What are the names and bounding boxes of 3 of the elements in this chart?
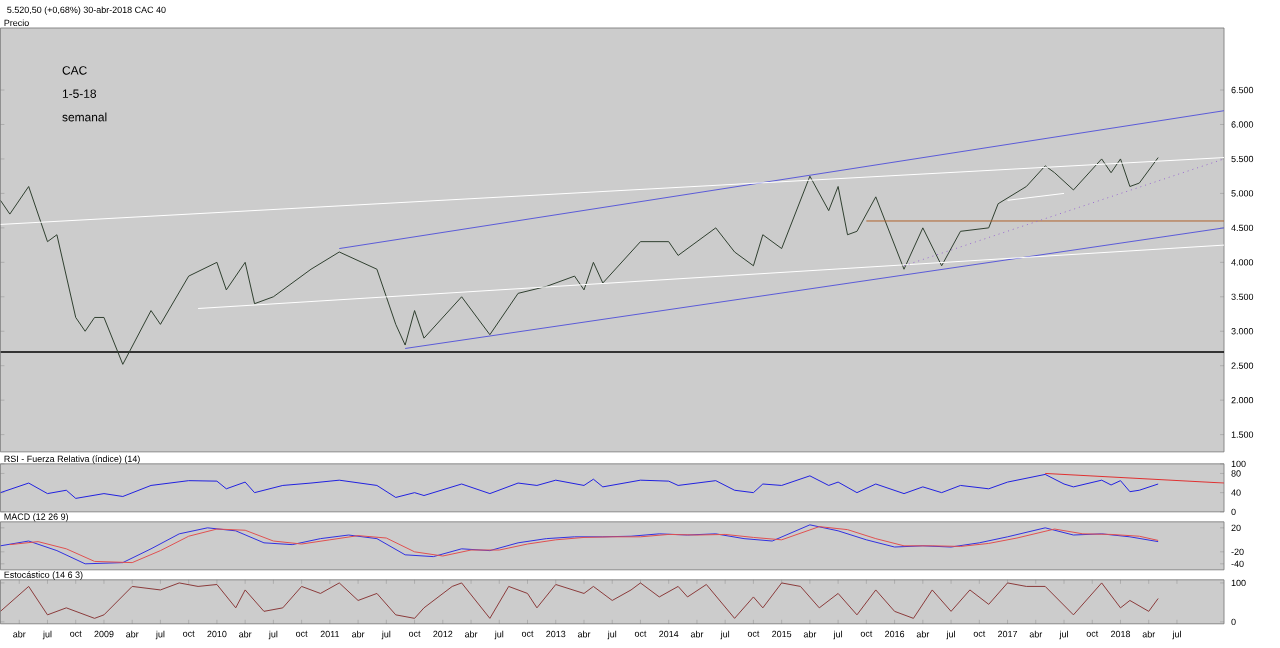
line-series — [0, 474, 1159, 499]
line-series — [0, 582, 1159, 619]
line-series — [0, 157, 1159, 365]
